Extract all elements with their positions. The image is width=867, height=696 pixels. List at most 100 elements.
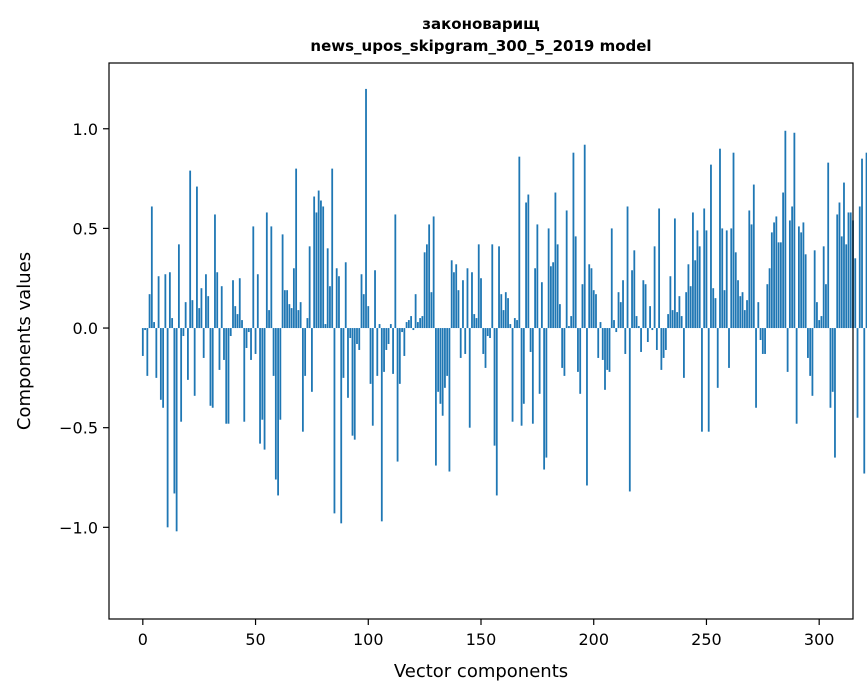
bar-67 bbox=[292, 268, 295, 329]
bar-27 bbox=[202, 328, 205, 358]
bar-86 bbox=[335, 268, 338, 329]
bar-41 bbox=[234, 306, 237, 329]
bar-191 bbox=[572, 152, 575, 329]
bar-15 bbox=[175, 328, 178, 532]
bar-121 bbox=[414, 294, 417, 329]
bar-243 bbox=[689, 286, 692, 329]
bar-215 bbox=[626, 206, 629, 329]
bar-94 bbox=[353, 328, 356, 440]
bar-35 bbox=[220, 286, 223, 329]
bar-42 bbox=[236, 314, 239, 329]
bar-98 bbox=[362, 294, 365, 329]
bar-247 bbox=[698, 246, 701, 329]
bar-318 bbox=[858, 206, 861, 329]
bar-245 bbox=[694, 260, 697, 329]
bar-114 bbox=[398, 328, 401, 384]
bar-197 bbox=[586, 328, 588, 486]
bar-165 bbox=[513, 318, 516, 329]
bar-162 bbox=[507, 298, 509, 329]
bar-45 bbox=[243, 328, 246, 422]
bar-183 bbox=[554, 192, 557, 329]
y-axis: −1.0 −0.5 0.0 0.5 1.0 bbox=[59, 120, 109, 537]
bar-110 bbox=[389, 324, 392, 329]
bar-99 bbox=[365, 88, 367, 329]
bar-156 bbox=[493, 328, 496, 446]
bar-269 bbox=[748, 210, 751, 329]
bar-135 bbox=[446, 328, 449, 376]
bar-218 bbox=[633, 250, 636, 329]
bar-57 bbox=[270, 226, 273, 329]
bar-250 bbox=[705, 230, 708, 329]
bar-190 bbox=[570, 316, 573, 329]
bar-111 bbox=[392, 328, 394, 374]
bar-207 bbox=[608, 328, 611, 372]
bar-168 bbox=[520, 328, 523, 426]
bar-132 bbox=[439, 328, 442, 404]
bar-141 bbox=[459, 328, 462, 358]
bar-101 bbox=[369, 328, 372, 384]
y-tick-label: 0.0 bbox=[73, 319, 98, 338]
bar-294 bbox=[804, 254, 807, 329]
x-tick-label: 50 bbox=[245, 630, 265, 649]
bar-263 bbox=[734, 252, 737, 329]
bar-159 bbox=[500, 294, 503, 329]
x-tick-label: 200 bbox=[578, 630, 609, 649]
bar-32 bbox=[214, 214, 216, 329]
plot-frame bbox=[108, 62, 854, 620]
bar-304 bbox=[827, 162, 830, 329]
bar-153 bbox=[486, 328, 489, 337]
bar-177 bbox=[540, 282, 543, 329]
y-tick-label: −1.0 bbox=[59, 518, 98, 537]
bar-53 bbox=[261, 328, 264, 420]
bar-307 bbox=[834, 328, 836, 458]
bar-186 bbox=[561, 328, 564, 368]
bar-314 bbox=[849, 212, 852, 329]
bar-81 bbox=[324, 324, 327, 329]
bar-299 bbox=[816, 302, 818, 329]
bar-228 bbox=[655, 328, 658, 350]
bar-124 bbox=[421, 316, 424, 329]
bar-251 bbox=[707, 328, 710, 432]
bar-224 bbox=[646, 328, 649, 342]
bar-222 bbox=[642, 280, 645, 329]
bar-288 bbox=[791, 206, 794, 329]
bar-189 bbox=[568, 326, 570, 329]
bar-103 bbox=[374, 270, 376, 329]
bar-151 bbox=[482, 328, 485, 354]
bar-268 bbox=[746, 300, 748, 329]
bar-95 bbox=[356, 328, 358, 344]
bar-11 bbox=[166, 328, 169, 528]
bar-169 bbox=[522, 328, 525, 404]
bar-237 bbox=[676, 312, 679, 329]
bar-65 bbox=[288, 304, 291, 329]
bar-282 bbox=[777, 242, 780, 329]
bar-1 bbox=[144, 328, 146, 331]
bar-175 bbox=[536, 224, 539, 329]
bar-240 bbox=[683, 328, 685, 378]
bar-199 bbox=[590, 268, 593, 329]
bar-134 bbox=[444, 328, 446, 388]
bar-90 bbox=[344, 262, 347, 329]
x-tick-label: 150 bbox=[466, 630, 497, 649]
bar-216 bbox=[628, 328, 631, 492]
bar-96 bbox=[358, 328, 361, 350]
bar-232 bbox=[664, 328, 667, 350]
bar-17 bbox=[180, 328, 183, 422]
bar-261 bbox=[730, 228, 733, 329]
bar-70 bbox=[299, 302, 302, 329]
bar-20 bbox=[187, 328, 189, 380]
bar-285 bbox=[784, 130, 787, 329]
bar-2 bbox=[146, 328, 149, 376]
bar-161 bbox=[504, 292, 507, 329]
bar-147 bbox=[473, 314, 476, 329]
bar-79 bbox=[320, 200, 322, 329]
bar-210 bbox=[615, 328, 618, 333]
bar-149 bbox=[477, 244, 480, 329]
bar-257 bbox=[721, 228, 724, 329]
bar-145 bbox=[468, 328, 471, 428]
bar-75 bbox=[311, 328, 313, 392]
bar-229 bbox=[658, 208, 661, 329]
bars-group bbox=[141, 88, 867, 532]
bar-10 bbox=[164, 274, 167, 329]
x-tick-label: 300 bbox=[804, 630, 835, 649]
